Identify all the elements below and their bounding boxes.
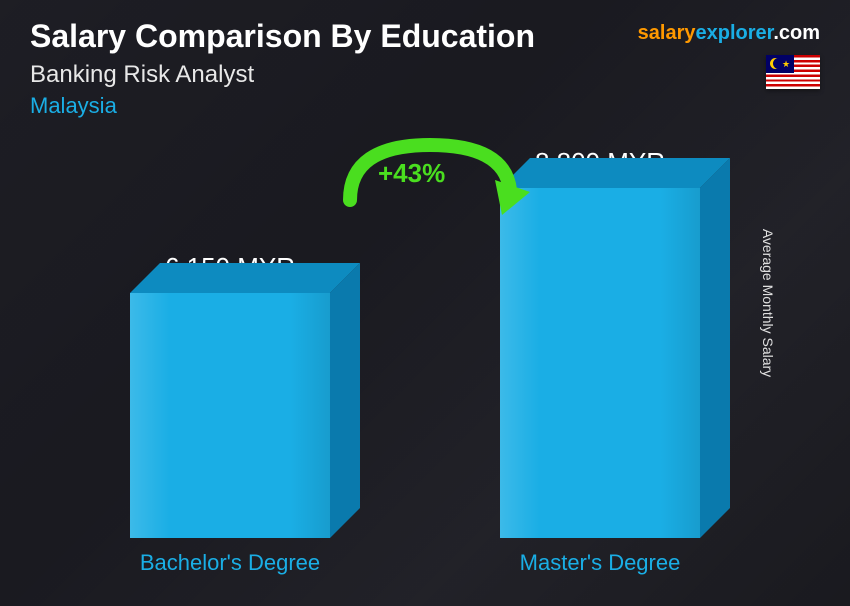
brand-logo: salaryexplorer.com [638,22,820,45]
bar-label-bachelor: Bachelor's Degree [140,550,320,576]
increase-arrow: +43% [320,130,540,230]
page-title: Salary Comparison By Education [30,18,535,55]
brand-part1: salary [638,22,696,44]
bar-3d-bachelor [130,293,330,538]
bar-label-master: Master's Degree [520,550,681,576]
increase-label: +43% [378,158,445,189]
bar-bachelor: 6,150 MYR Bachelor's Degree [110,252,350,576]
flag-icon: ★ [766,55,820,89]
brand-part2: explorer [695,22,773,44]
subtitle: Banking Risk Analyst [30,61,535,89]
country-label: Malaysia [30,93,535,119]
bar-3d-master [500,188,700,538]
header: Salary Comparison By Education Banking R… [30,18,535,119]
brand-part3: .com [773,22,820,44]
